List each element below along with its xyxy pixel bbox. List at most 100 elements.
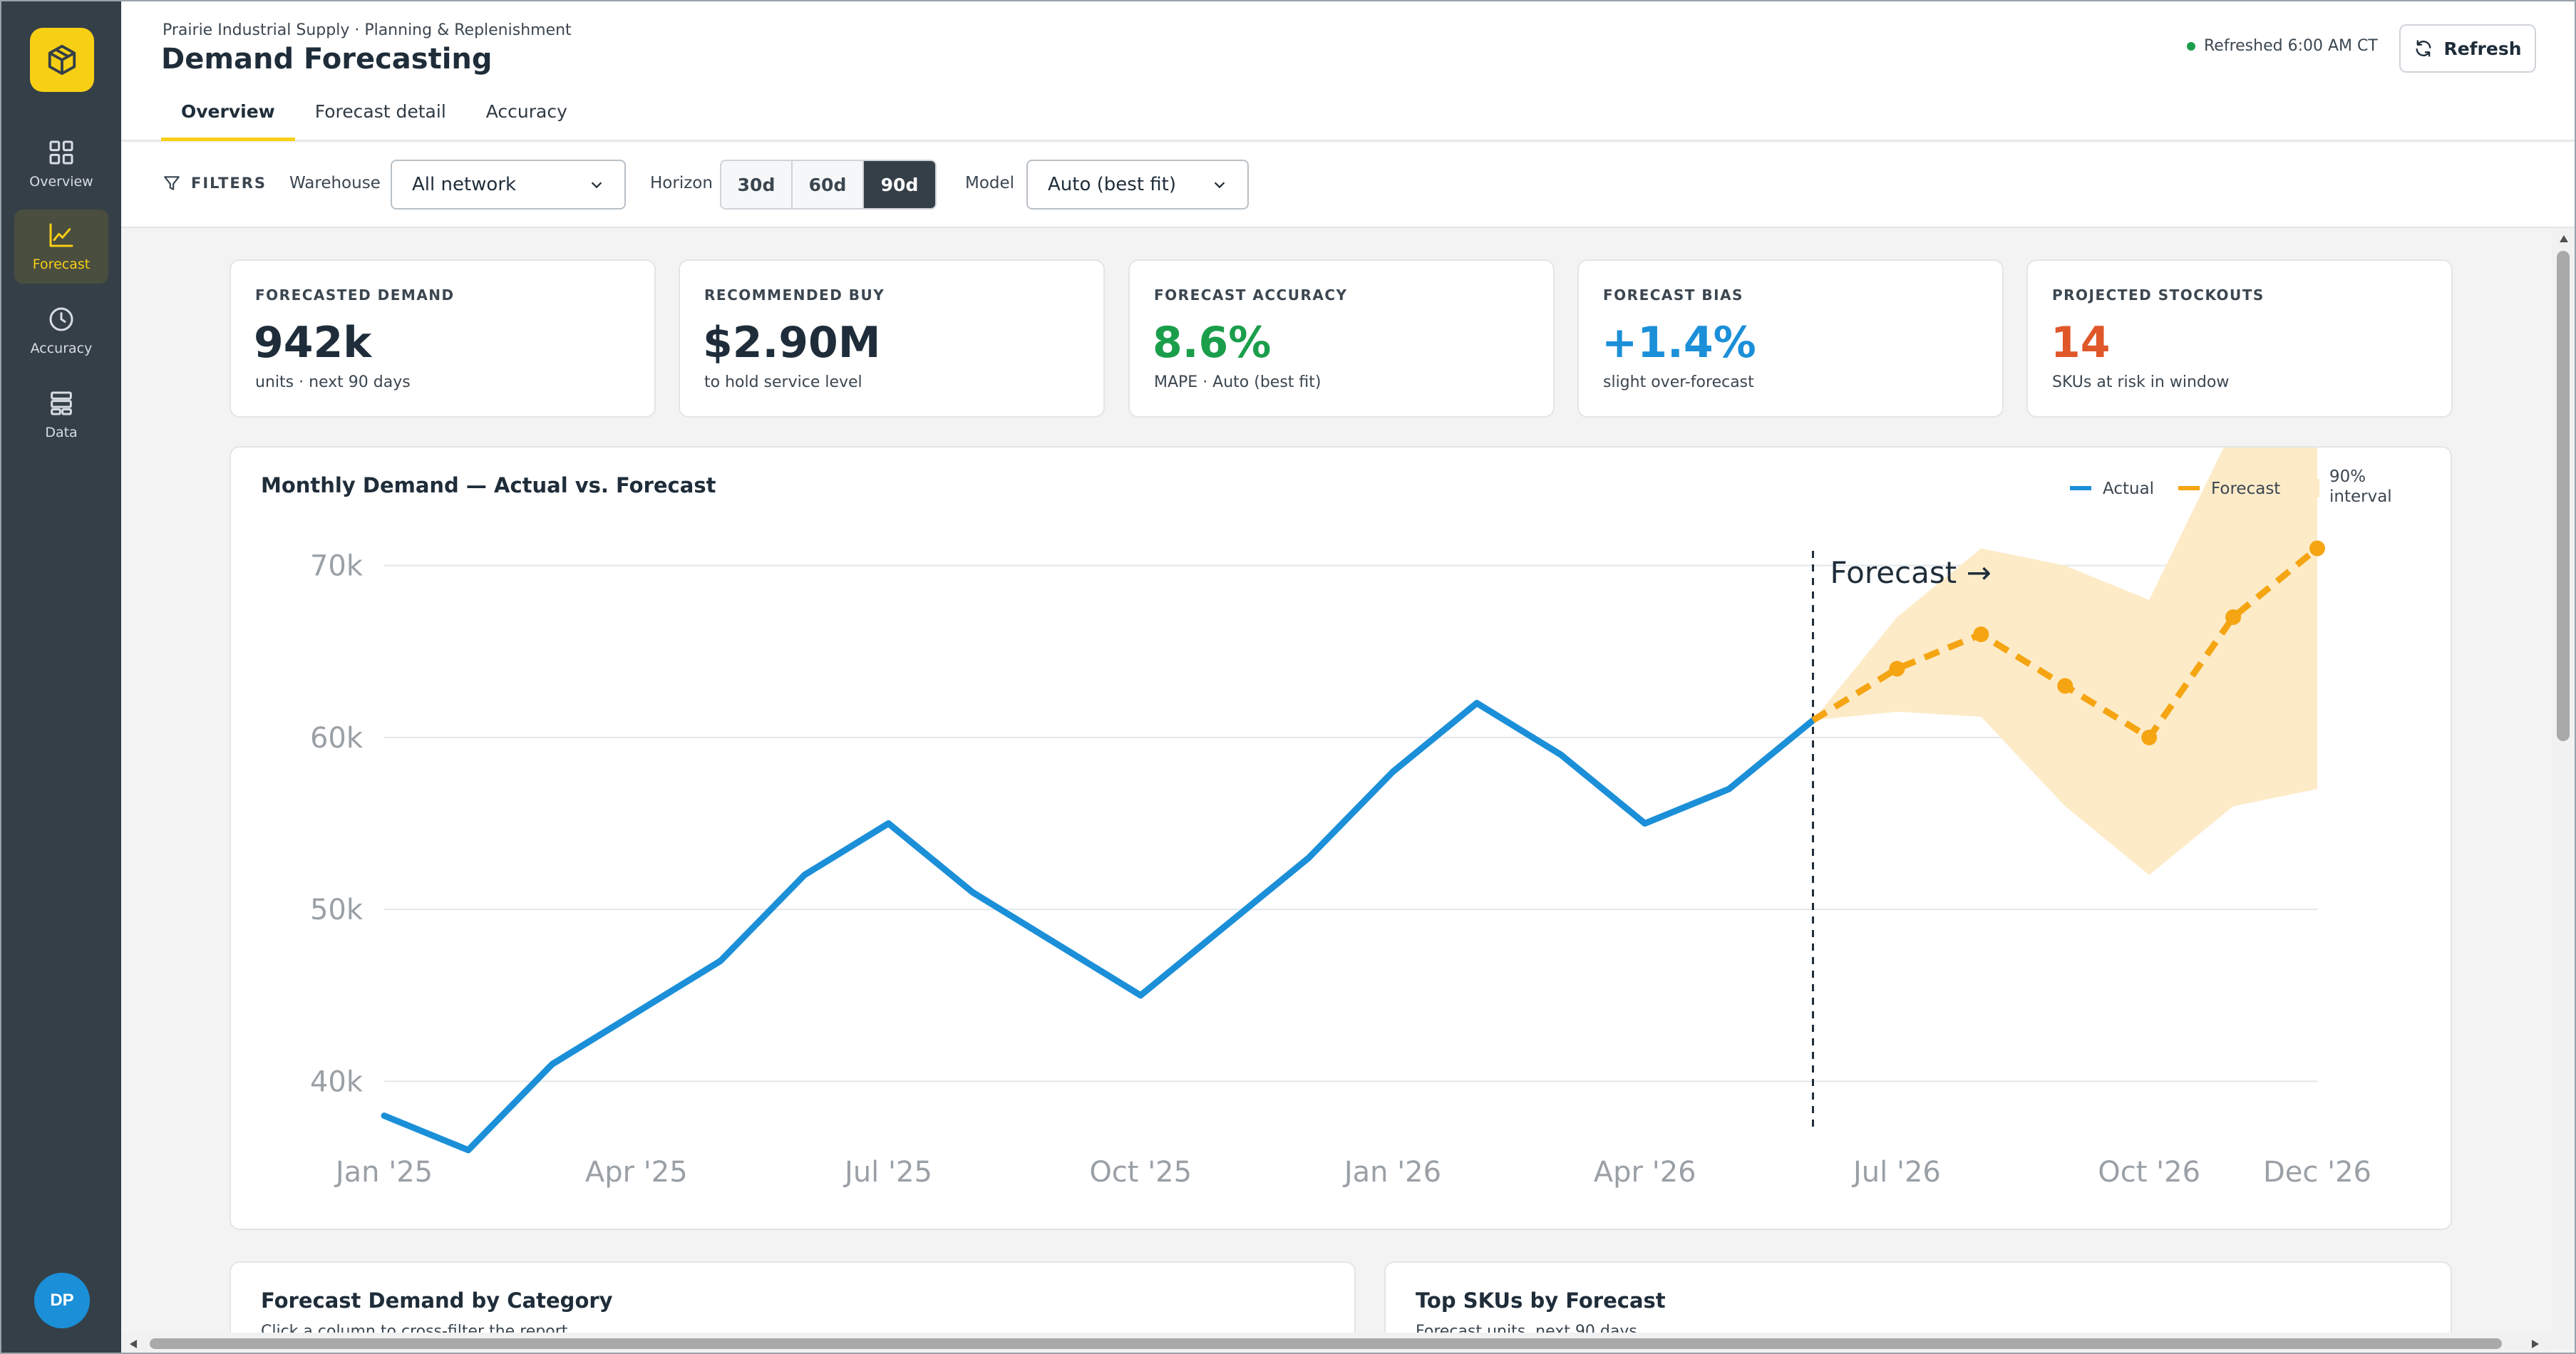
horizontal-scrollbar[interactable]	[121, 1333, 2552, 1353]
kpi-sub: slight over-forecast	[1603, 373, 1754, 391]
x-tick-label: Jan '25	[334, 1156, 433, 1189]
kpi-value: $2.90M	[703, 318, 881, 368]
model-value: Auto (best fit)	[1048, 174, 1176, 195]
category-demand-title: Forecast Demand by Category	[261, 1288, 613, 1313]
x-tick-label: Oct '26	[2098, 1156, 2200, 1189]
x-tick-label: Apr '25	[585, 1156, 688, 1189]
box-icon	[48, 44, 76, 76]
avatar[interactable]: DP	[34, 1273, 90, 1328]
sidebar-item-label: Forecast	[32, 257, 91, 272]
kpi-value: 14	[2051, 318, 2111, 368]
filter-icon	[164, 176, 180, 190]
kpi-value: 8.6%	[1153, 318, 1272, 368]
kpi-label: FORECAST ACCURACY	[1154, 286, 1348, 304]
x-tick-label: Oct '25	[1089, 1156, 1192, 1189]
sidebar-item-overview[interactable]: Overview	[14, 127, 108, 201]
refresh-status: Refreshed 6:00 AM CT	[2187, 37, 2378, 55]
filters-label: FILTERS	[163, 174, 267, 192]
warehouse-value: All network	[412, 174, 517, 195]
sidebar-item-forecast[interactable]: Forecast	[14, 210, 108, 284]
demand-chart: 40k 50k 60k 70k Jan '25 Apr '25 Jul '25 Oct '25…	[310, 448, 2392, 1189]
scroll-right-icon[interactable]	[2530, 1338, 2540, 1350]
horizon-segmented-control: 30d 60d 90d	[720, 160, 937, 210]
x-tick-label: Jul '26	[1851, 1156, 1941, 1189]
horizon-30d-button[interactable]: 30d	[721, 161, 793, 208]
x-tick-label: Jan '26	[1342, 1156, 1441, 1189]
legend-actual-label: Actual	[2103, 480, 2154, 498]
page-header: Prairie Industrial Supply · Planning & R…	[121, 1, 2575, 141]
kpi-recommended-buy: RECOMMENDED BUY $2.90M to hold service l…	[679, 259, 1105, 418]
warehouse-label: Warehouse	[289, 174, 381, 192]
kpi-forecasted-demand: FORECASTED DEMAND 942k units · next 90 d…	[230, 259, 656, 418]
refresh-label: Refresh	[2443, 38, 2522, 59]
forecast-point	[2057, 678, 2073, 694]
x-tick-label: Dec '26	[2263, 1156, 2371, 1189]
sidebar-item-label: Overview	[29, 174, 93, 190]
forecast-annotation: Forecast →	[1830, 555, 1992, 590]
x-tick-label: Apr '26	[1594, 1156, 1696, 1189]
top-skus-title: Top SKUs by Forecast	[1416, 1288, 1666, 1313]
status-dot	[2187, 41, 2195, 51]
refresh-icon	[2416, 40, 2431, 57]
tab-forecast-detail[interactable]: Forecast detail	[314, 101, 446, 122]
kpi-forecast-bias: FORECAST BIAS +1.4% slight over-forecast	[1577, 259, 2004, 418]
demand-chart-card: Monthly Demand — Actual vs. Forecast 40k…	[230, 446, 2452, 1230]
legend-interval-label: interval	[2329, 487, 2392, 506]
database-icon	[51, 391, 72, 415]
kpi-label: PROJECTED STOCKOUTS	[2052, 286, 2265, 304]
refresh-button[interactable]: Refresh	[2399, 24, 2536, 73]
forecast-point	[2225, 609, 2242, 625]
sidebar-item-data[interactable]: Data	[14, 378, 108, 452]
horizon-90d-button[interactable]: 90d	[864, 161, 935, 208]
forecast-point	[1973, 626, 1989, 643]
legend-forecast-label: Forecast	[2211, 480, 2280, 498]
model-select[interactable]: Auto (best fit)	[1026, 160, 1249, 210]
kpi-sub: units · next 90 days	[255, 373, 411, 391]
horizon-label: Horizon	[650, 174, 713, 192]
tab-accuracy[interactable]: Accuracy	[485, 101, 567, 122]
kpi-projected-stockouts: PROJECTED STOCKOUTS 14 SKUs at risk in w…	[2026, 259, 2453, 418]
tab-overview[interactable]: Overview	[161, 94, 295, 141]
sidebar: Overview Forecast Accuracy Data DP	[1, 1, 121, 1353]
model-label: Model	[965, 174, 1015, 192]
forecast-point	[2309, 540, 2325, 557]
horizon-60d-button[interactable]: 60d	[793, 161, 864, 208]
filters-label-text: FILTERS	[191, 175, 267, 192]
scroll-up-icon[interactable]	[2558, 234, 2570, 244]
sidebar-item-label: Data	[45, 425, 78, 440]
vertical-scrollbar[interactable]	[2552, 228, 2575, 1348]
kpi-forecast-accuracy: FORECAST ACCURACY 8.6% MAPE · Auto (best…	[1128, 259, 1555, 418]
kpi-label: RECOMMENDED BUY	[704, 286, 885, 304]
y-tick-label: 70k	[310, 550, 364, 583]
kpi-label: FORECASTED DEMAND	[255, 286, 455, 304]
forecast-interval-band	[1813, 448, 2317, 875]
filter-bar: FILTERS Warehouse All network Horizon 30…	[121, 143, 2575, 228]
refresh-status-text: Refreshed 6:00 AM CT	[2204, 37, 2378, 55]
legend-interval-label: 90%	[2329, 467, 2366, 486]
kpi-sub: to hold service level	[704, 373, 862, 391]
kpi-sub: MAPE · Auto (best fit)	[1154, 373, 1322, 391]
legend-interval-swatch	[2298, 479, 2319, 497]
x-tick-label: Jul '25	[843, 1156, 932, 1189]
chevron-down-icon	[1214, 182, 1225, 189]
warehouse-select[interactable]: All network	[391, 160, 626, 210]
kpi-sub: SKUs at risk in window	[2052, 373, 2230, 391]
clock-icon	[49, 307, 73, 331]
page-title: Demand Forecasting	[161, 43, 493, 76]
chart-title: Monthly Demand — Actual vs. Forecast	[261, 473, 716, 497]
y-tick-label: 60k	[310, 722, 364, 755]
forecast-point	[2141, 729, 2158, 745]
tab-bar: Overview Forecast detail Accuracy	[161, 94, 587, 141]
kpi-value: +1.4%	[1602, 318, 1756, 368]
kpi-label: FORECAST BIAS	[1603, 286, 1743, 304]
forecast-point	[1889, 661, 1905, 677]
line-chart-icon	[49, 223, 73, 247]
app-logo[interactable]	[30, 28, 94, 92]
y-tick-label: 50k	[310, 894, 364, 926]
horizontal-scroll-thumb[interactable]	[150, 1338, 2502, 1349]
vertical-scroll-thumb[interactable]	[2557, 251, 2570, 741]
scroll-left-icon[interactable]	[128, 1338, 138, 1350]
kpi-value: 942k	[254, 318, 372, 368]
sidebar-item-accuracy[interactable]: Accuracy	[14, 294, 108, 368]
